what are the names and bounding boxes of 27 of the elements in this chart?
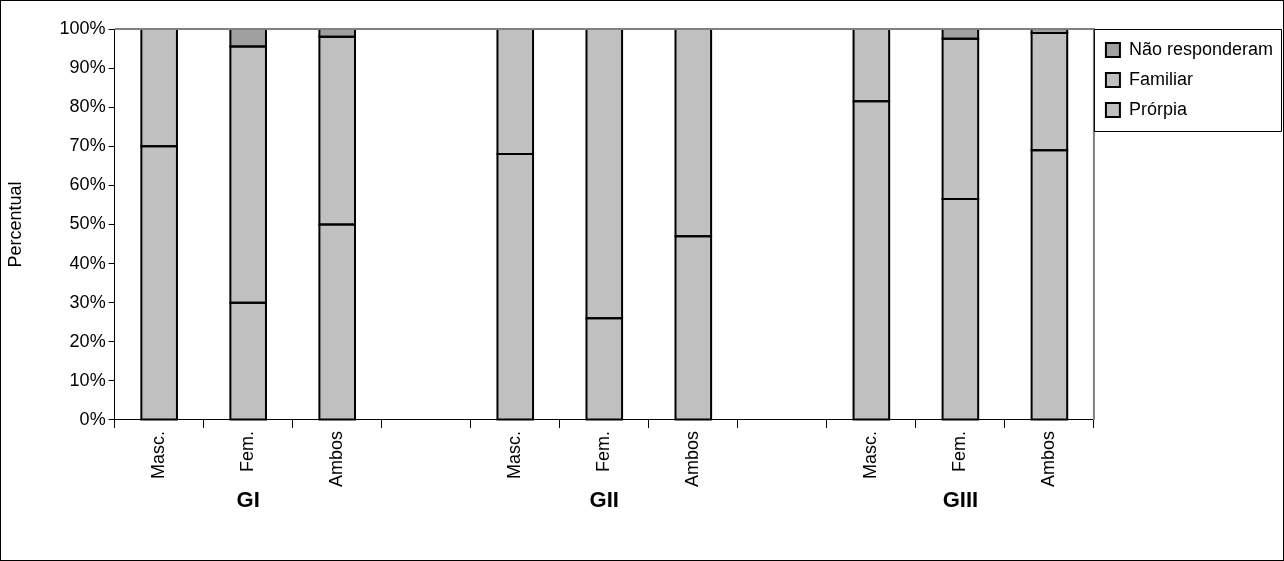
y-tick-label: 20%	[69, 330, 106, 351]
y-tick-label: 40%	[69, 252, 106, 273]
y-tick-label: 60%	[69, 174, 106, 195]
y-tick-label: 90%	[69, 57, 106, 78]
x-tick-label: Masc.	[860, 430, 881, 479]
y-tick-label: 80%	[69, 96, 106, 117]
x-tick-label: Ambos	[1038, 430, 1059, 488]
x-tick-label: Masc.	[148, 430, 169, 479]
x-tick-label: Fem.	[949, 430, 970, 472]
y-tick-label: 0%	[79, 408, 106, 429]
x-tick-label: Masc.	[504, 430, 525, 479]
x-tick-label: Ambos	[326, 430, 347, 488]
legend-label: Prórpia	[1128, 98, 1188, 119]
legend-label: Familiar	[1128, 68, 1193, 89]
y-tick-label: 30%	[69, 291, 106, 312]
x-tick-label: Fem.	[593, 430, 614, 472]
y-tick-label: 50%	[69, 213, 106, 234]
text: GIII	[942, 487, 979, 513]
x-tick-label: Ambos	[682, 430, 703, 488]
text: GI	[236, 487, 260, 513]
legend-label: Não responderam	[1128, 38, 1274, 59]
y-tick-label: 100%	[59, 17, 106, 38]
text: GII	[589, 487, 619, 513]
y-axis-title: Percentual	[4, 181, 25, 268]
y-tick-label: 70%	[69, 135, 106, 156]
x-tick-label: Fem.	[237, 430, 258, 472]
y-tick-label: 10%	[69, 369, 106, 390]
